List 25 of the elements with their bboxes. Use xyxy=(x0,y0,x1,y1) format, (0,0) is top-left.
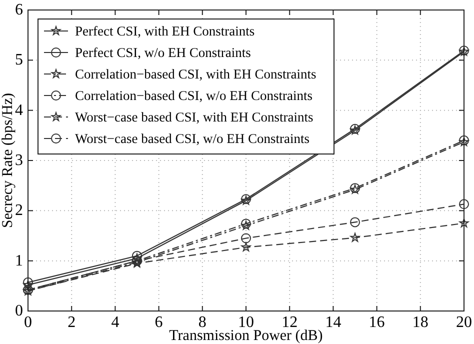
y-tick-label: 5 xyxy=(15,52,23,69)
legend-label: Perfect CSI, with EH Constraints xyxy=(75,24,255,38)
y-tick-label: 0 xyxy=(15,302,23,320)
x-tick-label: 12 xyxy=(282,314,298,331)
x-tick-label: 4 xyxy=(111,314,120,331)
x-tick-label: 10 xyxy=(238,314,254,331)
y-tick-label: 6 xyxy=(15,2,23,18)
x-tick-label: 20 xyxy=(456,314,472,331)
x-tick-label: 18 xyxy=(412,314,428,331)
legend-label: Perfect CSI, w/o EH Constraints xyxy=(75,45,251,60)
x-axis-title: Transmission Power (dB) xyxy=(169,328,323,344)
x-tick-label: 14 xyxy=(325,314,342,331)
legend-label: Correlation−based CSI, w/o EH Constraints xyxy=(75,88,312,103)
y-tick-label: 4 xyxy=(15,102,23,119)
x-tick-label: 6 xyxy=(154,314,163,331)
y-tick-label: 2 xyxy=(15,202,23,220)
x-tick-label: 8 xyxy=(198,314,206,331)
legend-label: Worst−case based CSI, with EH Constraints xyxy=(75,110,314,124)
legend-label: Worst−case based CSI, w/o EH Constraints xyxy=(75,131,310,146)
x-tick-label: 16 xyxy=(368,314,385,331)
y-axis-title: Secrecy Rate (bps/Hz) xyxy=(0,93,16,228)
y-tick-label: 1 xyxy=(15,252,23,270)
y-tick-label: 3 xyxy=(15,152,23,169)
legend-label: Correlation−based CSI, with EH Constraints xyxy=(75,66,316,82)
x-tick-label: 2 xyxy=(68,314,76,331)
